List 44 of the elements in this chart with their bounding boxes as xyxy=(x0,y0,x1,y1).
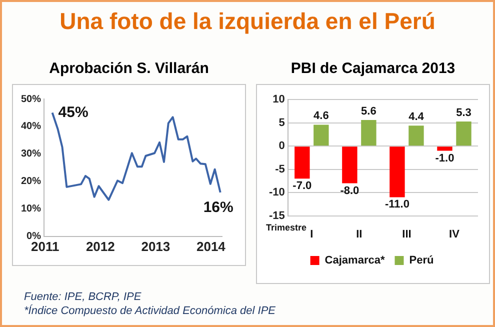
data-label: 4.4 xyxy=(408,111,425,124)
bar xyxy=(294,146,310,179)
x-tick-label: 2013 xyxy=(141,238,170,254)
data-label: 5.6 xyxy=(361,106,376,118)
chart-title: Una foto de la izquierda en el Perú xyxy=(58,8,436,35)
y-tick-label: 10 xyxy=(272,94,285,106)
text: *Índice Compuesto de Actividad Económica del IPE xyxy=(24,304,276,318)
data-label: 4.6 xyxy=(314,110,329,122)
data-label: 5.3 xyxy=(456,106,472,119)
y-tick-label: -10 xyxy=(268,186,285,199)
bar xyxy=(390,146,405,198)
y-tick-label: -15 xyxy=(268,210,285,222)
x-tick-label: 2012 xyxy=(86,238,115,254)
data-label: -7.0 xyxy=(292,180,312,192)
y-tick-label: 40% xyxy=(21,121,42,132)
y-tick-label: 5 xyxy=(278,116,285,129)
y-tick-label: 0 xyxy=(278,140,285,152)
y-tick-label: 20% xyxy=(21,176,42,188)
y-tick-label: -5 xyxy=(275,163,285,176)
x-tick-label: III xyxy=(402,228,412,240)
annotation: 45% xyxy=(58,104,88,121)
y-tick-label: 30% xyxy=(21,148,42,160)
x-tick-label: II xyxy=(356,228,362,240)
bar xyxy=(361,120,376,146)
bar xyxy=(314,124,329,146)
x-tick-label: I xyxy=(310,228,314,240)
legend-label: Cajamarca* xyxy=(324,254,386,267)
x-tick-label: 2014 xyxy=(196,238,226,254)
annotation: 16% xyxy=(203,199,234,216)
bar xyxy=(456,121,472,146)
x-tick-label: IV xyxy=(449,228,460,240)
data-label: -1.0 xyxy=(435,152,454,164)
data-label: -8.0 xyxy=(340,184,360,197)
y-tick-label: 10% xyxy=(21,204,42,215)
data-label: -11.0 xyxy=(384,198,410,211)
chart-title: PBI de Cajamarca 2013 xyxy=(290,59,456,79)
y-tick-label: 50% xyxy=(21,94,42,105)
chart-subtitle: Aprobación S. Villarán xyxy=(48,59,210,79)
bar xyxy=(408,126,424,146)
legend-label: Perú xyxy=(409,254,434,267)
bar xyxy=(342,146,358,184)
source-note: Fuente: IPE, BCRP, IPE xyxy=(24,290,142,304)
x-axis-title: Trimestre xyxy=(266,222,307,232)
bar xyxy=(437,146,452,151)
